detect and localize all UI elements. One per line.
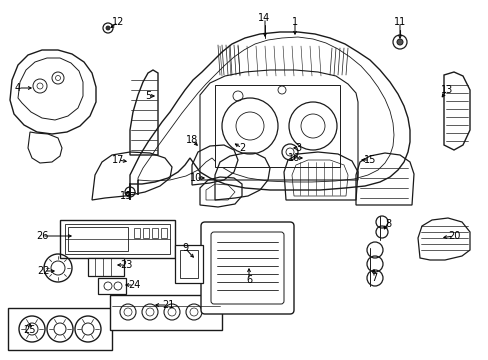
Bar — [98, 278, 126, 294]
Text: 9: 9 — [182, 243, 188, 253]
FancyBboxPatch shape — [201, 222, 293, 314]
Text: 12: 12 — [112, 17, 124, 27]
Text: 1: 1 — [291, 17, 298, 27]
Bar — [134, 228, 140, 238]
Text: 16: 16 — [287, 153, 300, 163]
Text: 19: 19 — [120, 191, 132, 201]
Text: 4: 4 — [15, 83, 21, 93]
Text: 18: 18 — [185, 135, 198, 145]
Bar — [142, 228, 149, 238]
Bar — [215, 85, 339, 167]
Text: 13: 13 — [440, 85, 452, 95]
Bar — [152, 228, 158, 238]
Text: 10: 10 — [189, 173, 202, 183]
FancyBboxPatch shape — [210, 232, 284, 304]
Bar — [60, 220, 175, 258]
Text: 22: 22 — [38, 266, 50, 276]
Bar — [68, 227, 128, 251]
Text: 15: 15 — [363, 155, 375, 165]
Text: 3: 3 — [294, 143, 301, 153]
Text: 25: 25 — [24, 325, 36, 335]
Circle shape — [106, 26, 110, 30]
Text: 6: 6 — [245, 275, 251, 285]
Text: 20: 20 — [447, 231, 459, 241]
Bar — [161, 228, 167, 238]
Circle shape — [396, 39, 402, 45]
Text: 14: 14 — [257, 13, 269, 23]
Text: 17: 17 — [112, 155, 124, 165]
Bar — [88, 258, 124, 276]
Text: 2: 2 — [238, 143, 244, 153]
Text: 26: 26 — [36, 231, 48, 241]
Bar — [180, 250, 198, 278]
Bar — [65, 224, 170, 254]
Bar — [175, 245, 203, 283]
Text: 21: 21 — [162, 300, 174, 310]
Text: 23: 23 — [120, 260, 132, 270]
Bar — [110, 295, 222, 330]
Text: 5: 5 — [144, 91, 151, 101]
Text: 24: 24 — [127, 280, 140, 290]
Bar — [8, 308, 112, 350]
Text: 7: 7 — [370, 273, 376, 283]
Text: 11: 11 — [393, 17, 406, 27]
Text: 8: 8 — [384, 219, 390, 229]
